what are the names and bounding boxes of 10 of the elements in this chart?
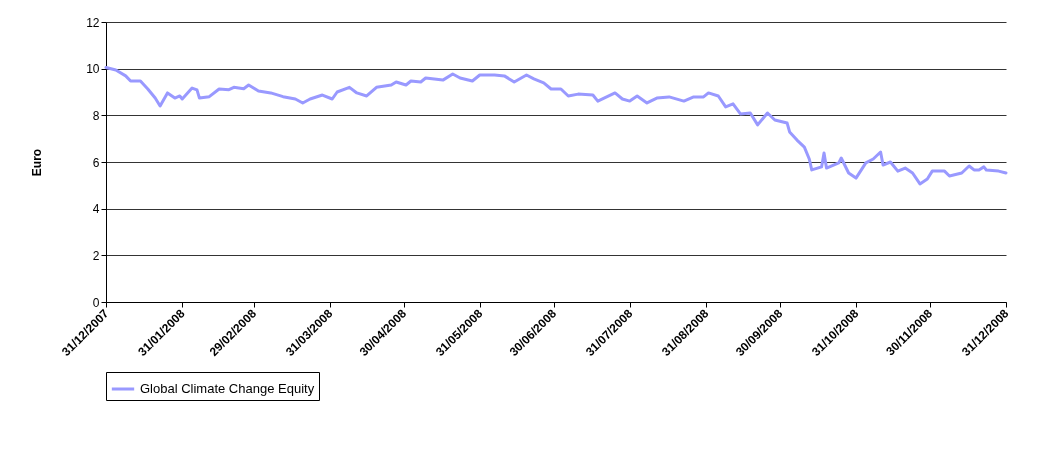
y-tick-label: 10 — [86, 62, 100, 77]
line-series — [104, 66, 1008, 186]
y-tick-label: 8 — [92, 108, 100, 123]
y-tick-label: 2 — [92, 248, 100, 263]
y-axis-title: Euro — [30, 148, 45, 177]
y-tick-label: 0 — [92, 295, 100, 310]
y-tick-label: 4 — [92, 202, 100, 217]
legend-label: Global Climate Change Equity — [140, 381, 315, 396]
y-tick-label: 6 — [92, 155, 100, 170]
y-tick-label: 12 — [86, 15, 100, 30]
